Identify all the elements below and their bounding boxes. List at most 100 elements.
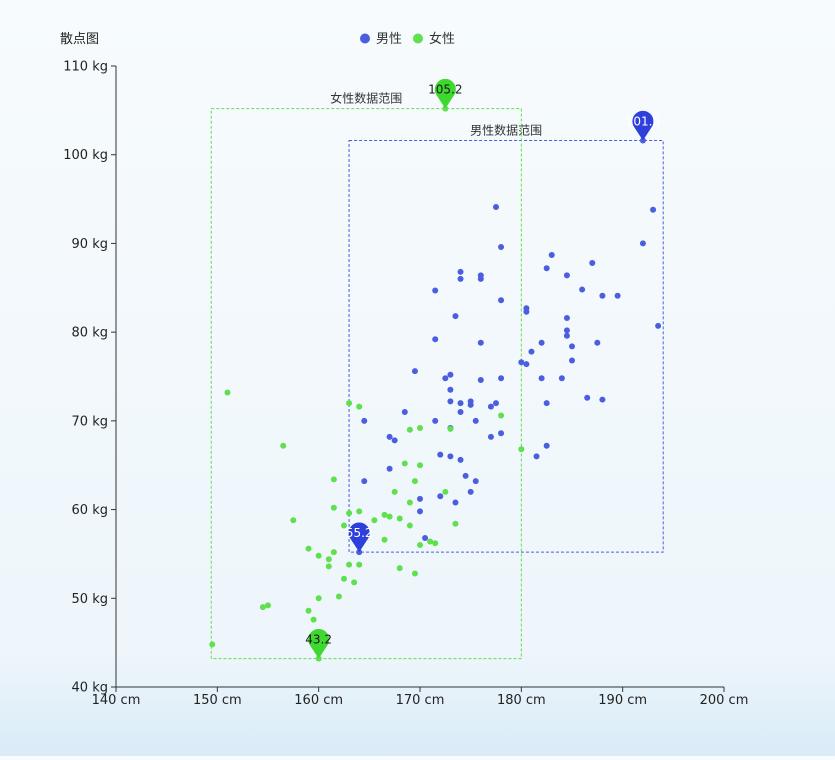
data-point	[452, 499, 459, 506]
marker-pin	[434, 78, 456, 109]
data-point	[386, 513, 393, 520]
legend-male-label[interactable]: 男性	[376, 32, 402, 47]
legend[interactable]: 男性 女性	[360, 31, 455, 47]
y-tick-label: 90 kg	[72, 237, 108, 252]
data-point	[477, 339, 484, 346]
marker-pin-label: 105.2	[428, 83, 462, 97]
data-point	[381, 511, 388, 518]
range-box	[210, 108, 522, 660]
y-tick-label: 110 kg	[63, 60, 108, 75]
data-point	[558, 375, 565, 382]
data-point	[569, 357, 575, 364]
data-point	[650, 206, 657, 213]
data-point	[371, 517, 378, 524]
data-point	[523, 361, 530, 368]
data-point	[417, 424, 423, 431]
data-point	[346, 561, 353, 568]
y-tick-label: 50 kg	[72, 592, 108, 607]
data-point	[543, 265, 550, 272]
data-point	[417, 462, 423, 469]
data-point	[361, 417, 368, 424]
data-point	[422, 534, 429, 541]
data-point	[493, 400, 499, 407]
data-point	[401, 460, 408, 467]
data-point	[437, 493, 444, 500]
legend-female-marker[interactable]	[413, 33, 423, 44]
data-point	[330, 476, 337, 483]
data-point	[563, 327, 570, 334]
data-point	[417, 495, 423, 502]
range-boxes: 男性数据范围 女性数据范围	[210, 91, 664, 660]
data-point	[442, 375, 449, 382]
data-point	[437, 451, 444, 458]
data-point	[330, 504, 337, 511]
data-point	[351, 579, 358, 586]
chart-title-label: 散点图	[60, 32, 99, 47]
data-point	[487, 433, 494, 440]
data-point	[533, 453, 540, 460]
marker-pin	[308, 628, 330, 659]
marker-pin-label: 43.2	[305, 633, 332, 647]
data-point	[498, 375, 505, 382]
marker-pin	[348, 522, 370, 553]
data-point	[391, 488, 398, 495]
data-point	[589, 259, 596, 266]
range-label: 男性数据范围	[470, 123, 542, 138]
data-point	[543, 400, 550, 407]
data-point	[493, 204, 499, 211]
data-point	[442, 488, 449, 495]
data-point	[417, 508, 423, 515]
x-tick-label: 160 cm	[294, 693, 343, 708]
data-point	[386, 465, 393, 472]
data-point	[335, 593, 342, 600]
marker-pin-label: 101.6	[626, 115, 660, 129]
data-point	[447, 425, 454, 432]
data-point	[341, 575, 347, 582]
data-point	[315, 552, 322, 559]
data-point	[477, 377, 484, 384]
axes: 40 kg 50 kg 60 kg 70 kg 80 kg 90 kg 100 kg 110 …	[63, 60, 748, 709]
data-point	[315, 595, 322, 602]
data-point	[518, 446, 525, 453]
data-point	[472, 478, 479, 485]
data-point	[305, 607, 312, 614]
data-point	[563, 272, 570, 279]
data-point	[432, 287, 439, 294]
data-point	[452, 520, 459, 527]
data-point	[538, 375, 545, 382]
legend-female-label[interactable]: 女性	[429, 31, 455, 47]
data-point	[396, 565, 403, 572]
data-point	[432, 336, 439, 343]
data-point	[584, 394, 591, 401]
range-label: 女性数据范围	[330, 91, 402, 106]
data-point	[411, 478, 418, 485]
y-tick-label: 70 kg	[72, 414, 108, 429]
data-point	[396, 515, 403, 522]
data-point	[467, 488, 474, 495]
data-point	[259, 604, 266, 611]
data-point	[457, 268, 464, 275]
legend-male-marker[interactable]	[360, 33, 370, 44]
data-point	[639, 240, 646, 247]
data-point	[356, 508, 363, 515]
data-point	[265, 602, 271, 609]
data-point	[432, 417, 439, 424]
data-point	[498, 297, 505, 304]
data-point	[579, 286, 586, 293]
data-point	[330, 549, 337, 556]
data-point	[356, 403, 363, 410]
data-point	[346, 510, 353, 517]
data-point	[447, 371, 454, 378]
data-point	[569, 343, 575, 350]
data-point	[472, 417, 479, 424]
data-point	[411, 368, 418, 375]
data-point	[614, 292, 621, 299]
data-point	[386, 433, 393, 440]
data-point	[462, 472, 469, 479]
data-point	[224, 389, 231, 396]
data-point	[477, 275, 484, 282]
data-point	[457, 275, 464, 282]
data-point	[655, 322, 662, 329]
